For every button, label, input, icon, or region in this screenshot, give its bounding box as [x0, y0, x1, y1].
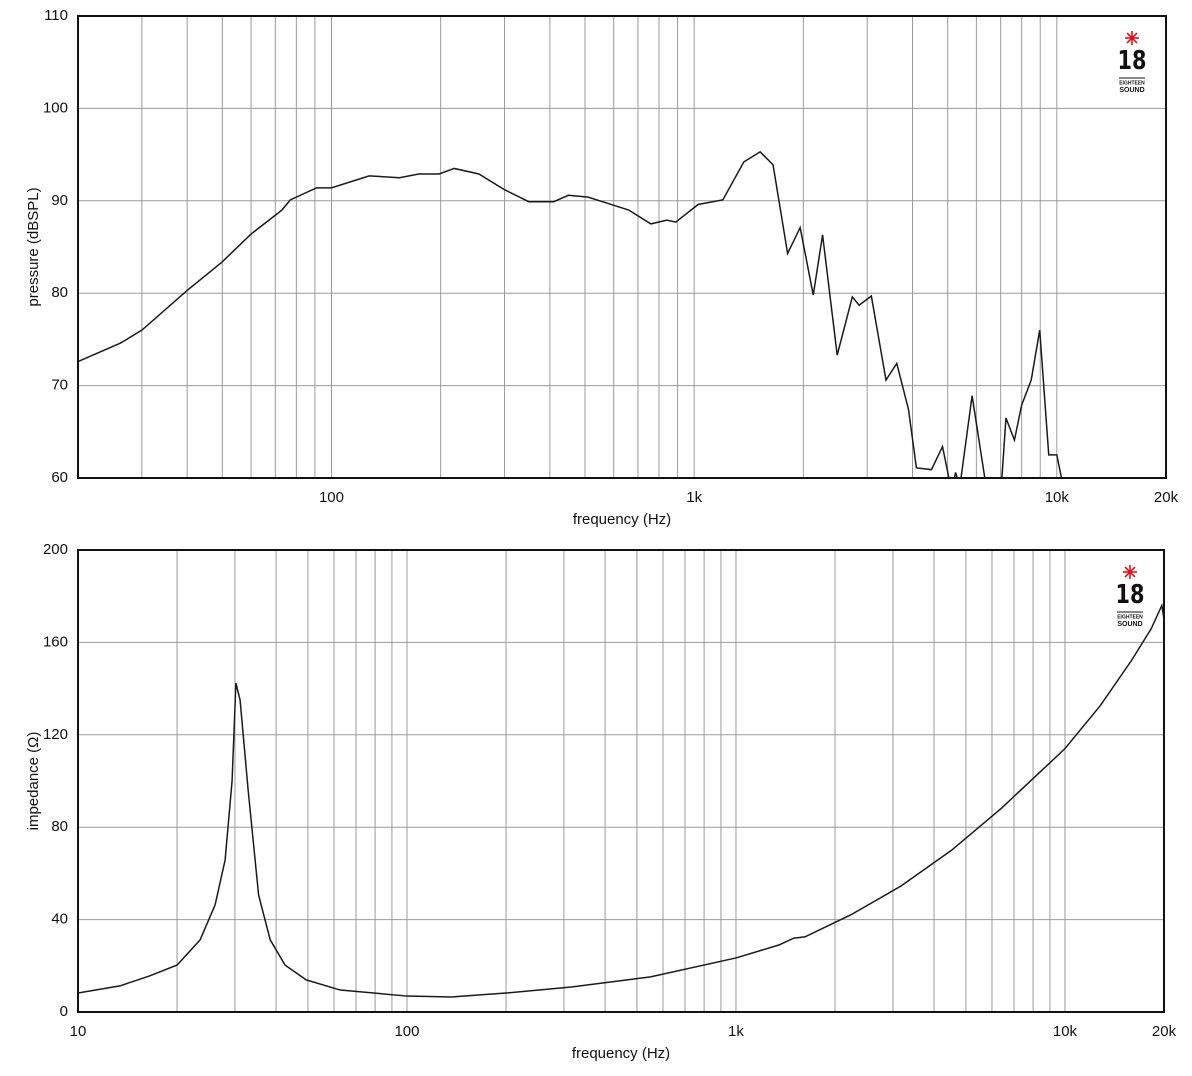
x-tick-label: 1k: [728, 1023, 744, 1040]
y-tick-label: 60: [51, 469, 68, 486]
logo-star-ray: [1124, 566, 1136, 578]
y-tick-label: 40: [51, 911, 68, 928]
x-tick-label: 100: [319, 489, 344, 506]
y-tick-label: 0: [60, 1003, 68, 1020]
x-tick-label: 20k: [1154, 489, 1179, 506]
x-tick-label: 100: [394, 1023, 419, 1040]
y-tick-label: 90: [51, 192, 68, 209]
data-line: [78, 150, 1063, 478]
y-tick-label: 110: [44, 7, 68, 24]
plot-frame: [77, 15, 1167, 479]
logo-star-ray: [1126, 32, 1138, 44]
x-axis-label: frequency (Hz): [572, 1045, 670, 1062]
x-axis-label: frequency (Hz): [573, 511, 671, 528]
x-tick-label: 10k: [1045, 489, 1070, 506]
logo-caption: EIGHTEEN: [1119, 80, 1145, 86]
y-tick-label: 80: [51, 818, 68, 835]
logo-number: 18: [1116, 579, 1145, 610]
logo-caption: SOUND: [1117, 621, 1142, 628]
plot-frame: [77, 549, 1165, 1013]
y-tick-label: 100: [43, 99, 68, 116]
logo-star: [1123, 565, 1137, 579]
y-tick-label: 70: [51, 377, 68, 394]
y-axis-label: pressure (dBSPL): [25, 187, 42, 306]
data-line: [78, 602, 1164, 998]
y-tick-label: 80: [51, 284, 68, 301]
x-tick-label: 1k: [686, 489, 702, 506]
logo-number: 18: [1118, 45, 1147, 76]
logo-caption: EIGHTEEN: [1117, 614, 1143, 620]
x-tick-label: 20k: [1152, 1023, 1177, 1040]
x-tick-label: 10: [70, 1023, 87, 1040]
x-tick-label: 10k: [1053, 1023, 1078, 1040]
y-tick-label: 200: [43, 541, 68, 558]
logo-caption: SOUND: [1119, 87, 1144, 94]
logo-star: [1125, 31, 1139, 45]
y-tick-label: 120: [43, 726, 68, 743]
y-tick-label: 160: [43, 633, 68, 650]
y-axis-label: impedance (Ω): [25, 732, 42, 831]
